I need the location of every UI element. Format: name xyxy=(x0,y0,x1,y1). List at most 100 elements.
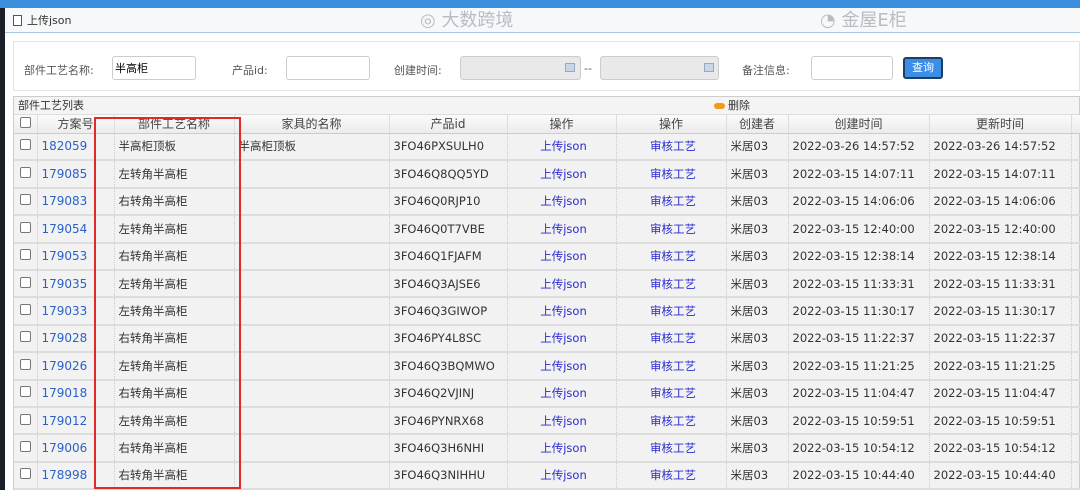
select-all-checkbox[interactable] xyxy=(14,115,38,134)
creator-cell: 米居03 xyxy=(726,160,789,189)
window-title-bar: 上传json xyxy=(5,8,1080,33)
column-header[interactable]: 创建时间 xyxy=(788,115,930,134)
query-button[interactable]: 查询 xyxy=(903,57,943,79)
column-header[interactable]: 部件工艺名称 xyxy=(114,115,235,134)
calendar-icon[interactable] xyxy=(565,63,575,72)
calendar-icon[interactable] xyxy=(704,63,714,72)
row-checkbox[interactable] xyxy=(14,269,38,299)
review-process-link[interactable]: 审核工艺 xyxy=(616,352,727,381)
plan-id-link[interactable]: 179028 xyxy=(37,324,115,354)
data-table: 方案号 部件工艺名称 家具的名称 产品id 操作 操作 创建者 创建时间 更新时间 182059… xyxy=(14,115,1080,490)
row-checkbox[interactable] xyxy=(14,434,38,463)
updated-time-cell: 2022-03-15 11:33:31 xyxy=(929,269,1072,299)
created-end-input[interactable] xyxy=(600,56,719,80)
review-process-link[interactable]: 审核工艺 xyxy=(616,297,727,326)
review-process-link[interactable]: 审核工艺 xyxy=(616,434,727,463)
row-checkbox[interactable] xyxy=(14,324,38,354)
document-icon xyxy=(13,14,22,26)
grid-title: 部件工艺列表 xyxy=(18,99,84,112)
row-checkbox[interactable] xyxy=(14,406,38,436)
review-process-link[interactable]: 审核工艺 xyxy=(616,269,727,299)
column-header[interactable]: 创建者 xyxy=(726,115,789,134)
furniture-name-cell xyxy=(234,461,390,490)
upload-json-link[interactable]: 上传json xyxy=(507,160,617,189)
part-name-input[interactable] xyxy=(112,56,196,80)
plan-id-link[interactable]: 179053 xyxy=(37,242,115,271)
review-process-link[interactable]: 审核工艺 xyxy=(616,242,727,271)
upload-json-link[interactable]: 上传json xyxy=(507,324,617,354)
furniture-name-cell xyxy=(234,352,390,381)
updated-time-cell: 2022-03-15 12:40:00 xyxy=(929,215,1072,244)
plan-id-link[interactable]: 179054 xyxy=(37,215,115,244)
plan-id-link[interactable]: 179026 xyxy=(37,352,115,381)
row-checkbox[interactable] xyxy=(14,461,38,490)
upload-json-link[interactable]: 上传json xyxy=(507,352,617,381)
updated-time-cell: 2022-03-15 12:38:14 xyxy=(929,242,1072,271)
table-row: 179012 左转角半高柜 3FO46PYNRX68 上传json 审核工艺 米居03 20… xyxy=(14,406,1080,436)
remark-input[interactable] xyxy=(811,56,893,80)
remark-label: 备注信息: xyxy=(742,64,790,77)
plan-id-link[interactable]: 179018 xyxy=(37,379,115,408)
review-process-link[interactable]: 审核工艺 xyxy=(616,133,727,162)
review-process-link[interactable]: 审核工艺 xyxy=(616,379,727,408)
created-time-cell: 2022-03-15 11:22:37 xyxy=(788,324,930,354)
upload-json-link[interactable]: 上传json xyxy=(507,297,617,326)
furniture-name-cell xyxy=(234,406,390,436)
review-process-link[interactable]: 审核工艺 xyxy=(616,160,727,189)
column-header[interactable]: 更新时间 xyxy=(929,115,1072,134)
row-checkbox[interactable] xyxy=(14,160,38,189)
row-checkbox[interactable] xyxy=(14,187,38,217)
table-row: 179028 右转角半高柜 3FO46PY4L8SC 上传json 审核工艺 米居03 20… xyxy=(14,324,1080,354)
row-checkbox[interactable] xyxy=(14,297,38,326)
plan-id-link[interactable]: 179085 xyxy=(37,160,115,189)
review-process-link[interactable]: 审核工艺 xyxy=(616,406,727,436)
column-header-extra xyxy=(1071,115,1080,134)
plan-id-link[interactable]: 178998 xyxy=(37,461,115,490)
table-row: 179085 左转角半高柜 3FO46Q8QQ5YD 上传json 审核工艺 米居03 20… xyxy=(14,160,1080,189)
creator-cell: 米居03 xyxy=(726,406,789,436)
plan-id-link[interactable]: 179083 xyxy=(37,187,115,217)
created-time-cell: 2022-03-15 11:33:31 xyxy=(788,269,930,299)
product-id-cell: 3FO46PXSULH0 xyxy=(389,133,508,162)
column-header[interactable]: 操作 xyxy=(616,115,727,134)
extra-cell xyxy=(1071,406,1080,436)
column-header[interactable]: 产品id xyxy=(389,115,508,134)
review-process-link[interactable]: 审核工艺 xyxy=(616,324,727,354)
upload-json-link[interactable]: 上传json xyxy=(507,461,617,490)
delete-button[interactable]: 删除 xyxy=(714,97,750,115)
plan-id-link[interactable]: 179006 xyxy=(37,434,115,463)
review-process-link[interactable]: 审核工艺 xyxy=(616,461,727,490)
created-start-input[interactable] xyxy=(460,56,581,80)
row-checkbox[interactable] xyxy=(14,242,38,271)
column-header[interactable]: 操作 xyxy=(507,115,617,134)
plan-id-link[interactable]: 179035 xyxy=(37,269,115,299)
upload-json-link[interactable]: 上传json xyxy=(507,379,617,408)
plan-id-link[interactable]: 182059 xyxy=(37,133,115,162)
row-checkbox[interactable] xyxy=(14,352,38,381)
upload-json-link[interactable]: 上传json xyxy=(507,187,617,217)
product-id-cell: 3FO46Q8QQ5YD xyxy=(389,160,508,189)
extra-cell xyxy=(1071,187,1080,217)
column-header[interactable]: 家具的名称 xyxy=(234,115,390,134)
plan-id-link[interactable]: 179033 xyxy=(37,297,115,326)
upload-json-link[interactable]: 上传json xyxy=(507,242,617,271)
review-process-link[interactable]: 审核工艺 xyxy=(616,215,727,244)
window-title: 上传json xyxy=(27,14,72,27)
part-name-cell: 左转角半高柜 xyxy=(114,352,235,381)
upload-json-link[interactable]: 上传json xyxy=(507,406,617,436)
furniture-name-cell: 半高柜顶板 xyxy=(234,133,390,162)
upload-json-link[interactable]: 上传json xyxy=(507,434,617,463)
row-checkbox[interactable] xyxy=(14,133,38,162)
review-process-link[interactable]: 审核工艺 xyxy=(616,187,727,217)
upload-json-link[interactable]: 上传json xyxy=(507,269,617,299)
row-checkbox[interactable] xyxy=(14,379,38,408)
upload-json-link[interactable]: 上传json xyxy=(507,133,617,162)
upload-json-link[interactable]: 上传json xyxy=(507,215,617,244)
plan-id-link[interactable]: 179012 xyxy=(37,406,115,436)
row-checkbox[interactable] xyxy=(14,215,38,244)
furniture-name-cell xyxy=(234,269,390,299)
furniture-name-cell xyxy=(234,242,390,271)
product-id-input[interactable] xyxy=(286,56,370,80)
product-id-cell: 3FO46Q3AJSE6 xyxy=(389,269,508,299)
updated-time-cell: 2022-03-15 14:06:06 xyxy=(929,187,1072,217)
